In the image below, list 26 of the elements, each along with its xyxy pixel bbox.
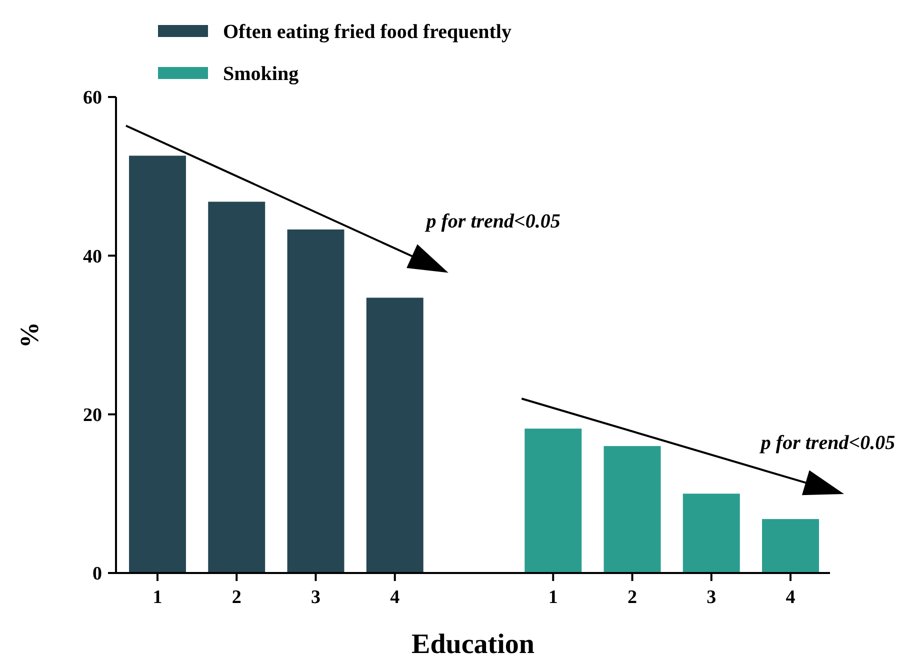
x-tick-label: 3: [706, 587, 716, 608]
bar: [682, 494, 740, 573]
bar: [762, 519, 819, 573]
annotation: p for trend<0.05: [424, 210, 560, 233]
bar: [524, 428, 582, 573]
y-tick-label: 20: [83, 404, 102, 426]
x-tick-label: 4: [786, 587, 796, 608]
x-axis-title: Education: [412, 629, 535, 660]
x-tick-label: 2: [628, 587, 638, 608]
x-tick-label: 3: [310, 587, 320, 608]
y-tick-label: 60: [83, 88, 102, 109]
bar: [287, 229, 344, 573]
x-tick-label: 2: [232, 587, 242, 608]
bar: [129, 156, 186, 573]
legend-label: Often eating fried food frequently: [223, 21, 512, 43]
x-tick-label: 1: [152, 587, 162, 608]
annotation: p for trend<0.05: [758, 432, 896, 454]
x-tick-label: 4: [390, 587, 400, 608]
y-tick-label: 40: [83, 246, 102, 268]
bar: [208, 202, 266, 573]
legend-label: Smoking: [223, 63, 299, 85]
bar: [604, 446, 661, 573]
y-axis-title: %: [15, 322, 44, 348]
x-tick-label: 1: [548, 587, 558, 608]
bar: [366, 298, 424, 573]
y-tick-label: 0: [92, 564, 102, 585]
